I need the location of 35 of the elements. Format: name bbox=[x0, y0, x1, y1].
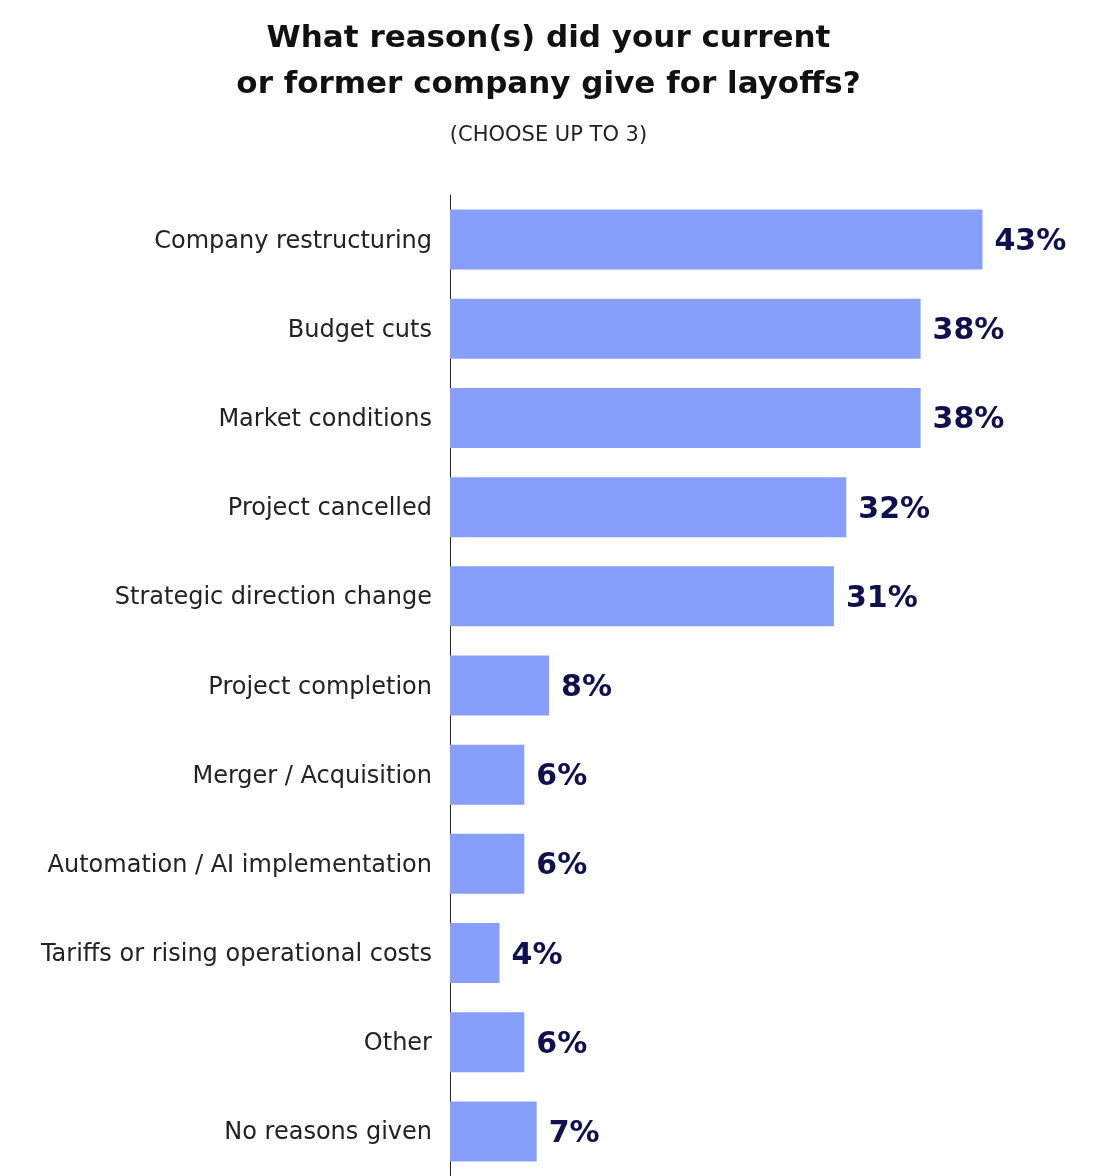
y-tick-label: Strategic direction change bbox=[114, 582, 432, 611]
data-label: 38% bbox=[932, 311, 1005, 347]
bar bbox=[450, 1012, 525, 1073]
chart-title: What reason(s) did your current or former company give for layoffs? bbox=[236, 18, 861, 100]
chart-subtitle: (CHOOSE UP TO 3) bbox=[449, 121, 648, 146]
bar bbox=[450, 833, 525, 894]
data-label: 6% bbox=[536, 757, 588, 793]
bar bbox=[450, 744, 525, 805]
bar bbox=[450, 209, 983, 270]
data-label: 43% bbox=[994, 222, 1067, 258]
data-label: 32% bbox=[858, 489, 931, 525]
bar bbox=[450, 298, 921, 359]
y-tick-label: Tariffs or rising operational costs bbox=[39, 939, 432, 968]
bar bbox=[450, 387, 921, 448]
data-label: 31% bbox=[845, 578, 918, 614]
y-tick-label: Budget cuts bbox=[287, 314, 432, 343]
bar bbox=[450, 1101, 537, 1162]
data-label: 7% bbox=[548, 1113, 600, 1149]
data-label: 6% bbox=[536, 1024, 588, 1060]
y-tick-label: Other bbox=[363, 1028, 433, 1057]
data-label: 4% bbox=[511, 935, 563, 971]
data-label: 8% bbox=[561, 668, 613, 703]
data-label: 6% bbox=[536, 846, 588, 882]
bar bbox=[450, 477, 847, 538]
y-tick-label: Company restructuring bbox=[154, 225, 432, 254]
y-tick-label: Automation / AI implementation bbox=[47, 849, 432, 878]
y-tick-label: No reasons given bbox=[224, 1117, 432, 1146]
y-tick-label: Market conditions bbox=[218, 403, 432, 432]
bar bbox=[450, 923, 500, 984]
data-label: 38% bbox=[932, 400, 1005, 436]
y-tick-label: Project completion bbox=[208, 671, 432, 700]
bar bbox=[450, 566, 834, 627]
y-tick-label: Project cancelled bbox=[227, 493, 432, 522]
bar bbox=[450, 655, 550, 716]
y-tick-label: Merger / Acquisition bbox=[192, 760, 432, 789]
